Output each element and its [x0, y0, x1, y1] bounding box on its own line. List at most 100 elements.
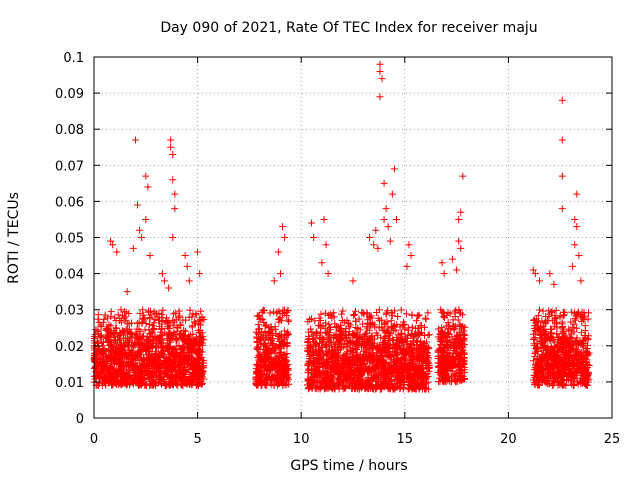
data-point: [137, 362, 145, 370]
data-point: [164, 343, 172, 351]
data-point: [108, 343, 116, 351]
data-point: [259, 334, 267, 342]
data-point: [282, 370, 290, 378]
data-point: [194, 355, 202, 363]
data-point: [252, 367, 260, 375]
data-point: [96, 356, 104, 364]
data-point: [95, 330, 103, 338]
data-point: [181, 351, 189, 359]
data-point: [141, 326, 149, 334]
data-point: [257, 362, 265, 370]
data-point: [169, 378, 177, 386]
data-point: [162, 354, 170, 362]
data-point: [94, 326, 102, 334]
data-point: [317, 310, 325, 318]
data-point: [157, 350, 165, 358]
data-point: [123, 320, 131, 328]
data-point: [162, 314, 170, 322]
data-point: [135, 325, 143, 333]
data-point: [139, 357, 147, 365]
data-point: [104, 365, 112, 373]
data-point: [151, 360, 159, 368]
data-point: [100, 315, 108, 323]
data-point: [196, 315, 204, 323]
data-point: [197, 321, 205, 329]
data-point: [117, 359, 125, 367]
data-point: [162, 364, 170, 372]
data-point: [146, 353, 154, 361]
data-point: [312, 329, 320, 337]
data-point: [181, 370, 189, 378]
data-point: [157, 380, 165, 388]
x-tick-label: 5: [193, 432, 201, 447]
data-point: [95, 351, 103, 359]
data-point: [191, 374, 199, 382]
data-point: [120, 334, 128, 342]
data-point: [134, 378, 142, 386]
data-point: [253, 312, 261, 320]
data-point: [255, 325, 263, 333]
data-point: [120, 346, 128, 354]
data-point: [269, 340, 277, 348]
data-point: [125, 339, 133, 347]
data-point: [281, 327, 289, 335]
data-point: [127, 354, 135, 362]
data-point: [307, 315, 315, 323]
data-point: [274, 379, 282, 387]
data-point: [116, 371, 124, 379]
data-point: [193, 362, 201, 370]
data-point: [159, 349, 167, 357]
data-point: [269, 357, 277, 365]
data-point: [188, 322, 196, 330]
data-point: [117, 377, 125, 385]
data-point: [94, 311, 102, 319]
data-point: [275, 341, 283, 349]
data-point: [196, 350, 204, 358]
data-point: [127, 329, 135, 337]
data-point: [280, 362, 288, 370]
data-point: [199, 367, 207, 375]
data-point: [165, 324, 173, 332]
data-point: [156, 337, 164, 345]
data-point: [154, 356, 162, 364]
data-point: [198, 373, 206, 381]
data-point: [102, 353, 110, 361]
data-point: [253, 360, 261, 368]
data-point: [276, 331, 284, 338]
data-point: [111, 351, 119, 359]
data-point: [266, 309, 274, 317]
data-point: [184, 335, 192, 343]
data-point: [280, 309, 288, 317]
x-axis-label: GPS time / hours: [290, 458, 407, 474]
data-point: [166, 374, 174, 382]
data-point: [181, 331, 189, 339]
data-point: [136, 309, 144, 317]
y-tick-label: 0.08: [55, 123, 84, 138]
data-point: [195, 338, 203, 346]
data-point: [284, 330, 292, 338]
data-point: [185, 359, 193, 367]
data-point: [275, 363, 283, 371]
data-point: [260, 339, 268, 347]
data-point: [284, 364, 292, 372]
data-point: [271, 325, 279, 333]
data-point: [146, 380, 154, 388]
data-point: [139, 332, 147, 340]
data-point: [158, 361, 166, 369]
data-point: [122, 316, 130, 324]
data-point: [135, 372, 143, 380]
y-tick-label: 0.06: [55, 195, 84, 210]
data-point: [284, 316, 292, 324]
data-point: [137, 381, 145, 389]
data-point: [268, 381, 276, 389]
data-point: [175, 307, 183, 315]
data-point: [197, 354, 205, 362]
data-point: [190, 318, 198, 326]
data-point: [190, 357, 198, 365]
data-point: [366, 326, 374, 334]
data-point: [124, 343, 132, 351]
data-point: [189, 310, 197, 318]
data-point: [266, 350, 274, 358]
data-point: [99, 378, 107, 386]
data-point: [172, 336, 180, 344]
